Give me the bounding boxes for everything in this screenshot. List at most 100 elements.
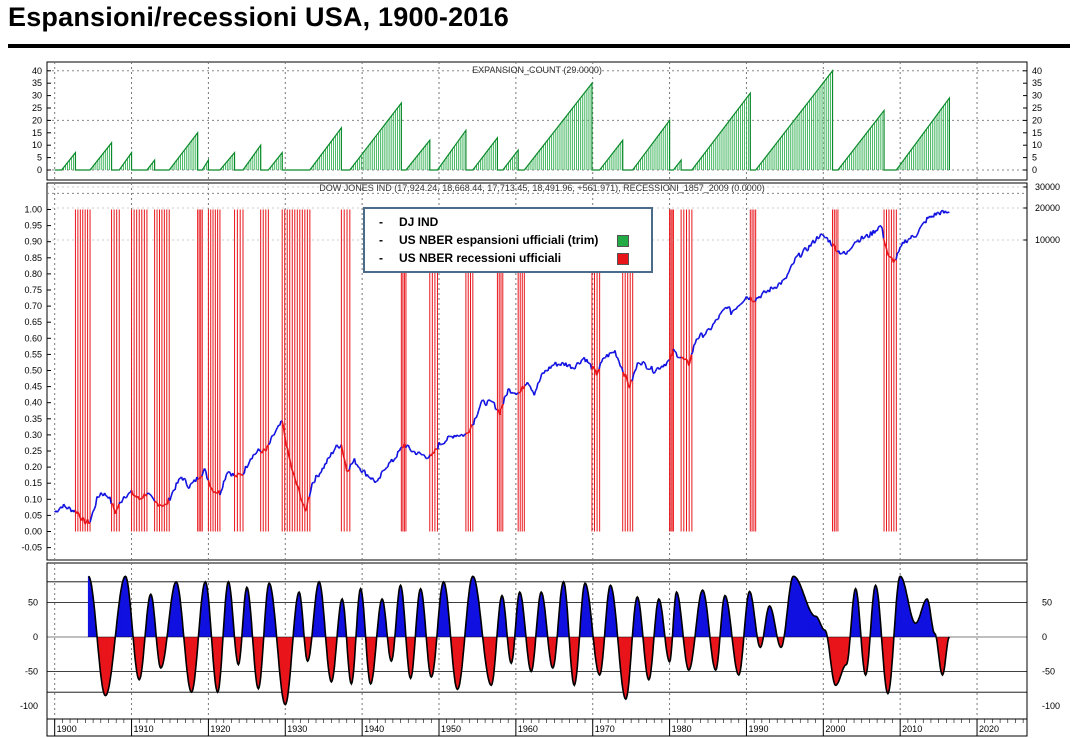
y-tick-label: -50 xyxy=(1042,667,1055,677)
dji-segment xyxy=(313,475,317,483)
dji-segment xyxy=(361,469,365,473)
dji-segment xyxy=(713,319,717,324)
dji-segment xyxy=(315,474,318,477)
dji-segment xyxy=(247,461,251,466)
dji-segment xyxy=(123,495,126,499)
dji-segment xyxy=(273,432,276,436)
dji-segment xyxy=(203,468,207,472)
dji-segment xyxy=(882,238,886,244)
dji-segment xyxy=(160,504,163,507)
dji-segment xyxy=(276,424,280,429)
dji-segment xyxy=(749,296,753,301)
dji-segment xyxy=(279,420,282,426)
dji-segment xyxy=(505,394,508,397)
x-tick-label: 1910 xyxy=(134,724,154,734)
dji-segment xyxy=(96,495,99,499)
oscillator-line xyxy=(88,575,951,706)
dji-segment xyxy=(225,472,229,476)
dji-segment xyxy=(125,494,129,498)
oscillator-panel xyxy=(47,575,1027,706)
dji-segment xyxy=(822,234,826,238)
dji-segment xyxy=(911,234,914,237)
dji-segment xyxy=(581,358,584,361)
dji-segment xyxy=(685,358,689,362)
y-tick-label: -50 xyxy=(25,667,38,677)
dji-segment xyxy=(918,226,922,230)
dji-segment xyxy=(148,493,152,496)
dji-segment xyxy=(733,308,736,311)
dji-segment xyxy=(718,312,722,316)
dji-segment xyxy=(821,233,824,236)
dji-segment xyxy=(395,456,398,459)
dji-segment xyxy=(792,262,795,265)
dji-segment xyxy=(533,390,537,396)
dji-segment xyxy=(155,501,158,504)
dji-segment xyxy=(259,450,262,453)
dji-segment xyxy=(624,373,628,380)
y-tick-label: -100 xyxy=(20,701,38,711)
dji-segment xyxy=(174,482,178,491)
dow-jones-panel xyxy=(54,209,950,532)
dji-segment xyxy=(255,451,258,455)
dji-segment xyxy=(638,362,641,365)
dji-segment xyxy=(183,477,186,480)
dji-segment xyxy=(467,430,471,434)
dji-segment xyxy=(742,300,745,304)
x-tick-label: 1990 xyxy=(748,724,768,734)
dji-segment xyxy=(721,309,724,312)
dji-segment xyxy=(640,361,644,366)
dji-segment xyxy=(419,452,422,455)
dji-segment xyxy=(483,400,486,405)
dji-segment xyxy=(301,500,304,505)
dji-segment xyxy=(698,333,702,339)
dji-segment xyxy=(722,307,726,311)
dji-segment xyxy=(162,503,166,507)
dji-segment xyxy=(794,256,798,259)
y-tick-label: 0.80 xyxy=(24,269,42,279)
dji-segment xyxy=(456,434,459,437)
dji-segment xyxy=(743,298,746,302)
dji-segment xyxy=(227,470,230,474)
dji-segment xyxy=(302,503,305,506)
dji-segment xyxy=(191,481,194,484)
dji-segment xyxy=(284,436,288,447)
dji-segment xyxy=(571,366,575,370)
legend-item-dji: - DJ IND xyxy=(379,215,439,229)
dji-segment xyxy=(664,361,668,367)
y-tick-label: 0.05 xyxy=(24,510,42,520)
dji-segment xyxy=(118,501,121,505)
dji-segment xyxy=(828,239,832,245)
dji-segment xyxy=(863,235,867,239)
dji-segment xyxy=(241,473,244,477)
dji-segment xyxy=(210,487,213,491)
dji-segment xyxy=(691,345,695,353)
dji-segment xyxy=(465,432,468,435)
dji-segment xyxy=(479,401,483,407)
dji-segment xyxy=(834,245,837,252)
dji-segment xyxy=(281,421,285,428)
dji-segment xyxy=(519,390,522,394)
dji-segment xyxy=(688,361,691,366)
dji-segment xyxy=(850,245,854,249)
y-tick-label: 0.10 xyxy=(24,494,42,504)
dji-segment xyxy=(935,211,939,216)
dji-segment xyxy=(770,286,773,289)
y-tick-label: 35 xyxy=(1032,78,1042,88)
dji-segment xyxy=(424,455,427,459)
dji-segment xyxy=(293,475,297,482)
dji-segment xyxy=(672,348,676,352)
dji-segment xyxy=(704,330,708,335)
dji-segment xyxy=(925,216,928,224)
dji-segment xyxy=(635,362,639,369)
y-tick-label: 0.90 xyxy=(24,237,42,247)
dji-segment xyxy=(84,521,88,525)
dji-segment xyxy=(97,495,100,499)
dji-segment xyxy=(522,385,526,390)
dji-segment xyxy=(946,211,949,214)
dji-segment xyxy=(775,286,778,290)
dji-segment xyxy=(476,410,480,415)
dji-segment xyxy=(552,363,555,367)
dji-segment xyxy=(384,467,388,470)
dji-segment xyxy=(333,447,336,452)
